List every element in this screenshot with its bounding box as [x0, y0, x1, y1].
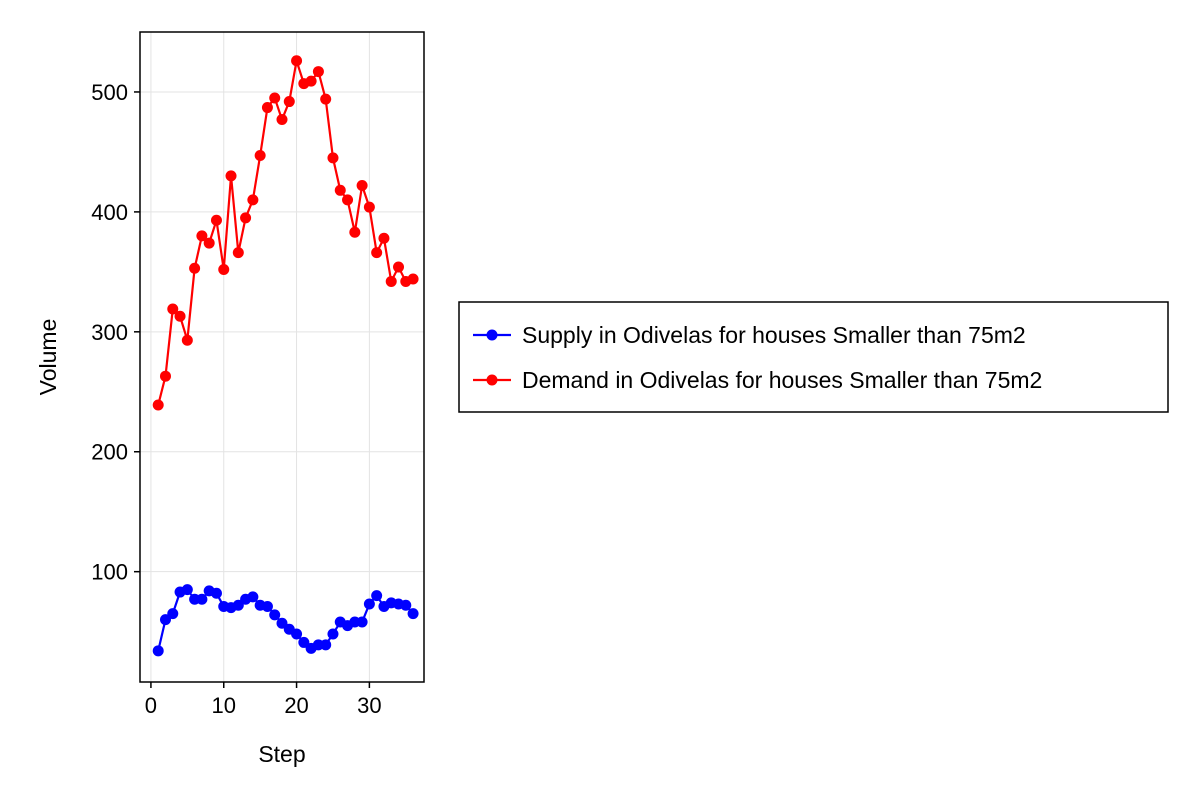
data-point [174, 310, 186, 322]
data-point [240, 212, 252, 224]
data-point [181, 584, 193, 596]
data-point [312, 66, 324, 78]
data-point [276, 114, 288, 126]
data-point [247, 591, 259, 603]
data-point [327, 628, 339, 640]
legend-marker-swatch [486, 329, 498, 341]
series-demand [152, 55, 419, 411]
x-tick-label: 10 [212, 693, 236, 718]
plot-frame [139, 31, 425, 683]
grid-layer [140, 32, 424, 682]
series-layer [152, 55, 419, 657]
data-point [363, 201, 375, 213]
data-point [356, 180, 368, 192]
data-point [269, 609, 281, 621]
y-tick-label: 200 [91, 440, 128, 465]
legend-label: Demand in Odivelas for houses Smaller th… [522, 367, 1042, 393]
data-point [320, 639, 332, 651]
data-point [247, 194, 259, 206]
data-point [385, 275, 397, 287]
data-point [152, 399, 164, 411]
data-point [283, 96, 295, 108]
data-point [291, 628, 303, 640]
legend-entry: Demand in Odivelas for houses Smaller th… [473, 367, 1042, 393]
legend-box [458, 301, 1169, 413]
data-point [407, 608, 419, 620]
data-point [371, 247, 383, 259]
y-axis-title: Volume [35, 319, 61, 396]
series-line [157, 60, 414, 406]
data-point [400, 599, 412, 611]
data-point [181, 334, 193, 346]
data-point [196, 593, 208, 605]
data-point [305, 75, 317, 87]
legend-entry: Supply in Odivelas for houses Smaller th… [473, 322, 1026, 348]
y-tick-label: 300 [91, 320, 128, 345]
data-point [407, 273, 419, 285]
axis-ticks: 0 10 20 30 100 200 300 400 500 [91, 80, 381, 718]
x-axis-title: Step [258, 741, 305, 767]
data-point [225, 170, 237, 182]
data-point [393, 261, 405, 273]
data-point [269, 92, 281, 104]
data-point [261, 102, 273, 114]
series-supply [152, 584, 419, 657]
data-point [167, 303, 179, 315]
legend-label: Supply in Odivelas for houses Smaller th… [522, 322, 1026, 348]
data-point [232, 599, 244, 611]
data-point [298, 636, 310, 648]
data-point [261, 600, 273, 612]
data-point [254, 150, 266, 162]
data-point [152, 645, 164, 657]
data-point [349, 226, 361, 238]
legend-entries: Supply in Odivelas for houses Smaller th… [473, 322, 1042, 393]
data-point [378, 232, 390, 244]
data-point [356, 616, 368, 628]
data-point [371, 590, 383, 602]
data-point [291, 55, 303, 67]
data-point [232, 247, 244, 259]
data-point [320, 93, 332, 105]
y-tick-label: 400 [91, 200, 128, 225]
legend: Supply in Odivelas for houses Smaller th… [458, 301, 1169, 413]
data-point [276, 617, 288, 629]
y-tick-label: 100 [91, 560, 128, 585]
data-point [210, 214, 222, 226]
data-point [210, 587, 222, 599]
x-tick-label: 0 [145, 693, 157, 718]
data-point [196, 230, 208, 242]
data-point [218, 263, 230, 275]
data-point [159, 370, 171, 382]
data-point [342, 194, 354, 206]
data-point [363, 598, 375, 610]
data-point [203, 237, 215, 249]
data-point [189, 262, 201, 274]
x-tick-label: 20 [284, 693, 308, 718]
y-tick-label: 500 [91, 80, 128, 105]
data-point [334, 184, 346, 196]
data-point [327, 152, 339, 164]
data-point [159, 614, 171, 626]
x-tick-label: 30 [357, 693, 381, 718]
legend-marker-swatch [486, 374, 498, 386]
data-point [167, 608, 179, 620]
